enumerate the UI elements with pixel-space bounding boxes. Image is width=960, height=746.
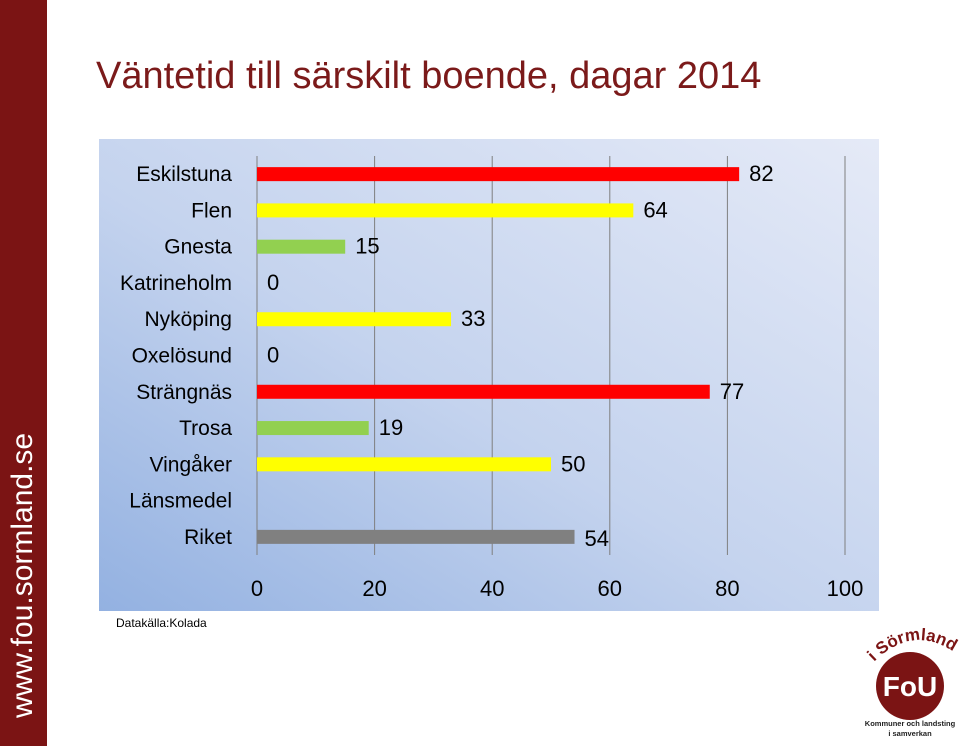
fou-logo: i Sörmland FoU Kommuner och landsting i … <box>864 628 960 738</box>
bar-7 <box>257 421 369 436</box>
category-label-0: Eskilstuna <box>136 163 232 186</box>
logo-badge <box>876 652 944 720</box>
category-label-4: Nyköping <box>144 308 232 331</box>
category-label-7: Trosa <box>179 417 232 440</box>
data-label-2: 15 <box>355 234 379 259</box>
data-label-0: 82 <box>749 161 773 186</box>
x-tick-label-4: 80 <box>715 576 739 601</box>
x-tick-label-0: 0 <box>251 576 263 601</box>
bar-10 <box>257 529 575 544</box>
x-tick-label-2: 40 <box>480 576 504 601</box>
page-title: Väntetid till särskilt boende, dagar 201… <box>96 55 762 97</box>
bar-2 <box>257 239 346 254</box>
category-label-5: Oxelösund <box>132 345 232 368</box>
side-bar: www.fou.sormland.se <box>0 0 47 746</box>
data-label-10: 54 <box>585 526 609 551</box>
category-label-3: Katrineholm <box>120 272 232 295</box>
x-tick-label-5: 100 <box>827 576 864 601</box>
bar-0 <box>257 167 740 182</box>
data-label-7: 19 <box>379 415 403 440</box>
x-tick-label-1: 20 <box>362 576 386 601</box>
data-source: Datakälla:Kolada <box>116 616 207 630</box>
bar-1 <box>257 203 634 218</box>
data-label-6: 77 <box>720 379 744 404</box>
data-label-5: 0 <box>267 343 279 368</box>
category-label-2: Gnesta <box>164 236 232 259</box>
bar-6 <box>257 384 710 399</box>
category-label-8: Vingåker <box>149 453 232 476</box>
category-label-6: Strängnäs <box>136 381 232 404</box>
svg-text:Kommuner och landsting: Kommuner och landsting <box>865 719 956 728</box>
data-label-4: 33 <box>461 306 485 331</box>
category-label-9: Länsmedel <box>129 490 232 513</box>
data-label-1: 64 <box>643 197 667 222</box>
bar-4 <box>257 312 452 327</box>
x-tick-label-3: 60 <box>598 576 622 601</box>
svg-text:i samverkan: i samverkan <box>888 729 932 738</box>
svg-text:FoU: FoU <box>883 671 937 702</box>
data-label-3: 0 <box>267 270 279 295</box>
category-label-1: Flen <box>191 199 232 222</box>
bar-8 <box>257 457 551 472</box>
data-label-8: 50 <box>561 451 585 476</box>
category-label-10: Riket <box>184 526 232 549</box>
